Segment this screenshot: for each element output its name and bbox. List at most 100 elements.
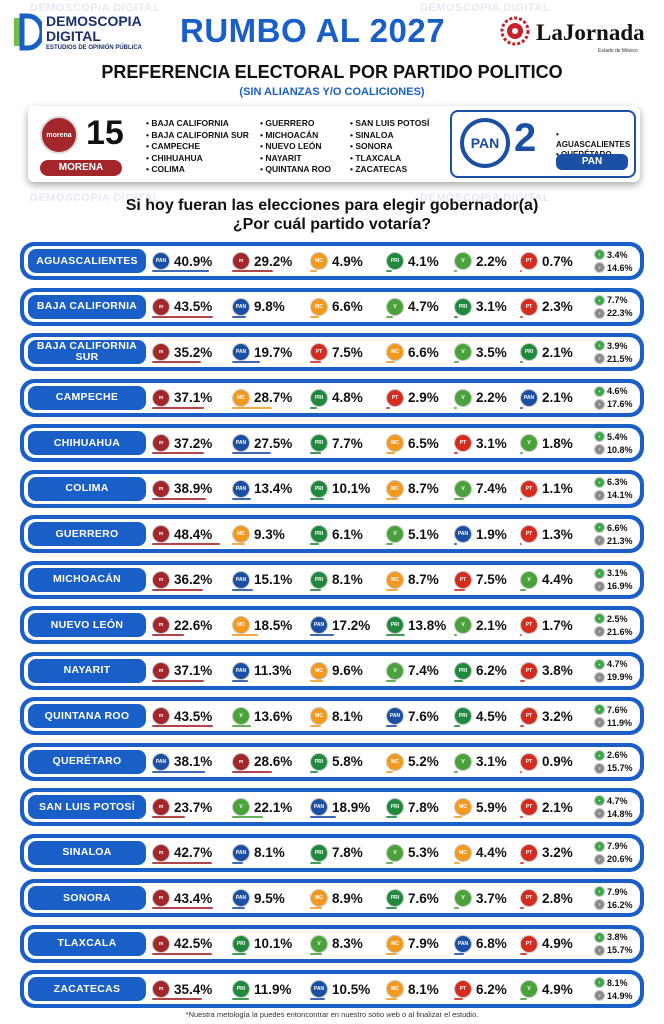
ns-line: ? 21.5%: [594, 352, 638, 365]
pvem-icon: V: [454, 889, 472, 907]
value-bar: [386, 315, 393, 318]
value-bar: [520, 406, 523, 409]
pan-icon: PAN: [520, 388, 538, 407]
percentage-label: 2.3%: [542, 299, 573, 314]
otro-value: 3.1%: [607, 568, 628, 578]
state-label: NAYARIT: [28, 658, 146, 683]
pt-icon: PT: [520, 479, 538, 498]
pan-icon: PAN: [386, 707, 404, 725]
value-bar: [386, 270, 392, 272]
percentage-label: 3.2%: [542, 708, 573, 724]
table-row: QUINTANA ROO m 43.5% V 13.6% MC 8.1% PAN 7.6% PRI…: [20, 697, 644, 735]
result-cell: PAN 17.2%: [310, 616, 370, 636]
percentage-label: 2.1%: [542, 799, 573, 815]
percentage-label: 7.5%: [332, 344, 363, 360]
pvem-icon: V: [386, 297, 404, 316]
other-undecided: +6.3%? 14.1%: [594, 476, 638, 502]
watermark: DEMOSCOPIA DIGITAL: [30, 192, 160, 204]
pri-icon: PRI: [310, 843, 328, 862]
pan-icon: PAN: [232, 343, 250, 361]
value-bar: [152, 361, 202, 363]
result-cell: V 1.8%: [520, 434, 573, 454]
otro-value: 2.6%: [607, 750, 628, 760]
otro-icon: +: [594, 385, 605, 397]
value-bar: [152, 270, 210, 272]
result-cell: MC 5.2%: [386, 752, 439, 773]
pt-icon: PT: [454, 570, 472, 589]
state-label: BAJA CALIFORNIA SUR: [28, 340, 146, 364]
result-cell: m 35.2%: [152, 343, 212, 363]
survey-question: Si hoy fueran las elecciones para elegir…: [0, 196, 664, 234]
row-body: TLAXCALA m 42.5% PRI 10.1% V 8.3% MC 7.9% PAN 6.8%…: [24, 928, 640, 959]
pvem-icon: V: [454, 343, 472, 361]
result-cell: PT 3.8%: [520, 661, 573, 682]
pan-icon: PAN: [152, 252, 170, 270]
result-cell: PAN 11.3%: [232, 661, 292, 682]
result-cell: V 3.1%: [454, 752, 507, 773]
state-label: NUEVO LEÓN: [28, 613, 146, 637]
otro-line: +4.6%: [594, 385, 638, 398]
table-row: NUEVO LEÓN m 22.6% MC 18.5% PAN 17.2% PRI 13.8% V…: [20, 606, 644, 644]
percentage-label: 7.9%: [408, 936, 439, 951]
result-cell: V 5.3%: [386, 843, 439, 864]
mc-icon: MC: [232, 616, 250, 634]
percentage-label: 7.4%: [408, 663, 439, 678]
value-bar: [232, 634, 258, 636]
pt-icon: PT: [520, 889, 538, 907]
pri-icon: PRI: [386, 252, 404, 270]
value-bar: [232, 907, 246, 909]
pri-icon: PRI: [232, 934, 250, 953]
result-cell: V 4.4%: [520, 570, 573, 591]
mc-icon: MC: [386, 343, 404, 361]
row-body: BAJA CALIFORNIA m 43.5% PAN 9.8% MC 6.6% V 4.7% P…: [24, 291, 640, 322]
percentage-label: 37.1%: [174, 663, 213, 678]
percentage-label: 38.1%: [174, 754, 213, 769]
otro-line: +7.6%: [594, 703, 638, 716]
ns-line: ? 20.6%: [594, 853, 638, 866]
otro-value: 6.3%: [607, 477, 628, 487]
ns-icon: ?: [594, 671, 605, 683]
other-undecided: +2.5%? 21.6%: [594, 612, 638, 638]
value-bar: [386, 452, 396, 454]
otro-value: 7.9%: [607, 886, 628, 897]
pvem-icon: V: [386, 661, 404, 680]
otro-value: 3.4%: [607, 249, 628, 260]
mc-icon: MC: [454, 798, 472, 816]
value-bar: [386, 634, 406, 636]
percentage-label: 8.9%: [332, 890, 363, 906]
pri-icon: PRI: [310, 388, 328, 407]
result-cell: MC 18.5%: [232, 616, 292, 636]
state-item: BAJA CALIFORNIA SUR: [146, 130, 249, 142]
mc-icon: MC: [386, 570, 404, 589]
other-undecided: +4.7%? 14.8%: [594, 794, 638, 820]
ns-line: ? 14.9%: [594, 989, 638, 1002]
result-cell: PT 2.9%: [386, 388, 439, 409]
morena-icon: m: [152, 798, 170, 816]
value-bar: [520, 452, 523, 454]
watermark: DEMOSCOPIA DIGITAL: [420, 192, 550, 204]
value-bar: [454, 497, 465, 500]
value-bar: [152, 588, 203, 591]
value-bar: [454, 634, 457, 636]
otro-line: +2.5%: [594, 612, 638, 625]
value-bar: [152, 452, 205, 454]
value-bar: [454, 861, 461, 864]
mc-icon: MC: [386, 980, 404, 998]
table-row: SINALOA m 42.7% PAN 8.1% PRI 7.8% V 5.3% MC 4.4% PT…: [20, 833, 644, 872]
value-bar: [520, 861, 525, 864]
state-item: SONORA: [350, 141, 429, 153]
percentage-label: 6.2%: [476, 981, 507, 997]
state-label: CHIHUAHUA: [28, 431, 146, 455]
otro-icon: +: [594, 613, 605, 624]
percentage-label: 6.8%: [476, 936, 507, 951]
state-item: CAMPECHE: [146, 141, 249, 153]
otro-icon: +: [594, 749, 605, 761]
result-cell: PAN 2.1%: [520, 388, 573, 409]
pan-icon: PAN: [232, 570, 250, 589]
pri-icon: PRI: [454, 661, 472, 680]
value-bar: [232, 588, 254, 591]
value-bar: [520, 497, 522, 500]
table-row: GUERRERO m 48.4% MC 9.3% PRI 6.1% V 5.1% PAN 1.9% P…: [20, 515, 644, 553]
result-cell: PAN 10.5%: [310, 980, 370, 1000]
state-item: QUINTANA ROO: [260, 164, 331, 176]
